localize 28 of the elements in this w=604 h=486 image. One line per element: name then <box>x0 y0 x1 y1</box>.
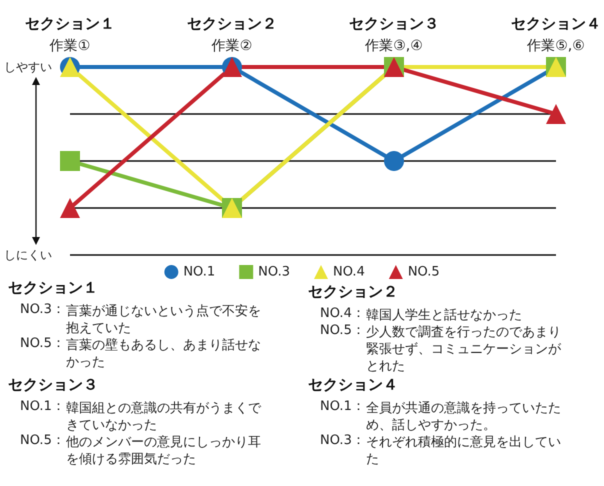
text: セクション１ <box>25 14 115 32</box>
text: NO.5：言葉の壁もあるし、あまり話せなかった <box>20 336 261 370</box>
x-tick-label: 作業② <box>210 38 252 54</box>
text: NO.3：それぞれ積極的に意見を出していた <box>320 433 561 467</box>
legend-label: NO.3 <box>258 264 290 280</box>
text: セクション２ <box>308 282 398 300</box>
text: NO.4：韓国人学生と話せなかった <box>320 306 522 323</box>
text: セクション１ <box>8 278 98 296</box>
text: セクション３ <box>349 14 439 32</box>
point <box>60 151 80 171</box>
text: NO.1：韓国組との意識の共有がうまくできていなかった <box>20 399 262 433</box>
point <box>384 151 404 171</box>
text: セクション３ <box>8 376 98 394</box>
text: NO.5：他のメンバーの意見にしっかり耳を傾ける雰囲気だった <box>20 433 261 467</box>
legend-label: NO.5 <box>408 264 440 280</box>
text: セクション２ <box>187 14 277 32</box>
legend-label: NO.1 <box>183 264 216 280</box>
text: NO.1：全員が共通の意識を持っていたため、話しやすかった。 <box>320 399 561 433</box>
x-tick-label: 作業① <box>48 38 90 54</box>
x-tick-label: 作業③,④ <box>364 38 423 54</box>
x-tick-label: 作業⑤,⑥ <box>526 38 585 54</box>
text: セクション４ <box>511 14 601 32</box>
legend-label: NO.4 <box>333 264 365 280</box>
text: NO.3：言葉が通じないという点で不安を抱えていた <box>20 302 261 336</box>
text: しやすい <box>4 60 52 74</box>
text: NO.5：少人数で調査を行ったのであまり緊張せず、コミュニケーションがとれた <box>320 323 562 374</box>
text: しにくい <box>4 248 52 262</box>
text: セクション４ <box>308 376 398 394</box>
